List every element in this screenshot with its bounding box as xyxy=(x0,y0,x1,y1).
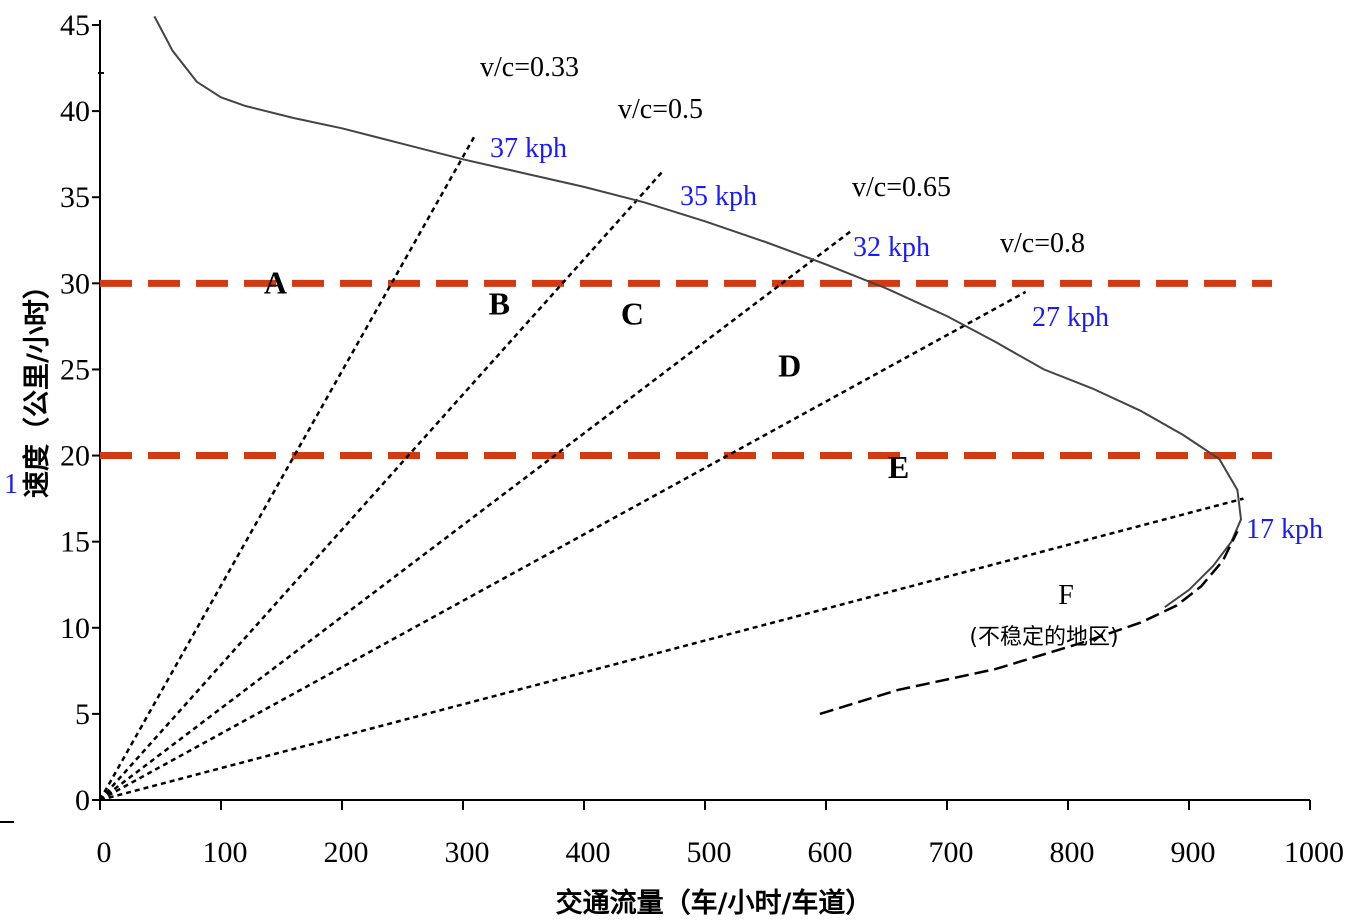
speed-value-label: 27 kph xyxy=(1032,302,1109,333)
x-tick-label: 600 xyxy=(808,836,853,869)
y-tick-label: 15 xyxy=(60,526,90,559)
vc-ratio-label: v/c=0.33 xyxy=(480,52,579,83)
vc-ratio-label: v/c=0.5 xyxy=(618,94,703,125)
axes-layer: 0 100 200 300 400 500 600 700 800 900 1000 0 5 10 15 20… xyxy=(0,9,1344,869)
x-tick-label: 1000 xyxy=(1284,836,1344,869)
vc-ratio-label: v/c=0.65 xyxy=(852,172,951,203)
y-tick-label: 30 xyxy=(60,267,90,300)
y-tick-label: 40 xyxy=(60,95,90,128)
x-tick-label: 900 xyxy=(1171,836,1216,869)
x-tick-label: 200 xyxy=(324,836,369,869)
chart-labels: 交通流量（车/小时/车道） 速度（公里/小时） 1 v/c=0.33 37 kph… xyxy=(4,52,1323,919)
unstable-region-note: (不稳定的地区) xyxy=(969,625,1118,650)
x-tick-label: 400 xyxy=(566,836,611,869)
los-region-label: E xyxy=(888,449,909,485)
y-axis-title: 速度（公里/小时） xyxy=(21,272,53,498)
stray-digit-label: 1 xyxy=(4,469,18,500)
y-tick-label: 25 xyxy=(60,353,90,386)
los-region-label: D xyxy=(778,347,801,383)
los-region-label: B xyxy=(489,285,510,321)
vc-ratio-line xyxy=(98,134,477,801)
vc-ratio-lines xyxy=(98,134,1244,802)
vc-ratio-label: v/c=0.8 xyxy=(1000,228,1085,259)
los-f-label: F xyxy=(1058,580,1074,611)
speed-flow-curve xyxy=(153,15,1243,608)
vc-ratio-line xyxy=(99,170,664,801)
threshold-lines xyxy=(100,279,1272,460)
speed-flow-curves xyxy=(153,15,1243,716)
x-axis-title: 交通流量（车/小时/车道） xyxy=(556,887,873,919)
y-tick-label: 45 xyxy=(60,9,90,42)
los-region-label: C xyxy=(621,296,644,332)
speed-value-label: 37 kph xyxy=(490,133,567,164)
y-tick-label: 20 xyxy=(60,440,90,473)
x-tick-label: 700 xyxy=(929,836,974,869)
unstable-flow-branch xyxy=(819,530,1239,716)
speed-value-label: 17 kph xyxy=(1246,514,1323,545)
speed-value-label: 35 kph xyxy=(680,181,757,212)
vc-ratio-line xyxy=(99,230,851,801)
x-tick-label: 300 xyxy=(445,836,490,869)
y-tick-label: 35 xyxy=(60,181,90,214)
y-tick-label: 10 xyxy=(60,612,90,645)
vc-ratio-line xyxy=(99,497,1244,802)
y-tick-label: 0 xyxy=(75,784,90,817)
x-tick-label: 100 xyxy=(203,836,248,869)
x-tick-label: 500 xyxy=(687,836,732,869)
speed-value-label: 32 kph xyxy=(853,232,930,263)
x-tick-label: 0 xyxy=(97,836,112,869)
los-region-label: A xyxy=(264,265,287,301)
y-tick-label: 5 xyxy=(75,698,90,731)
vc-ratio-line xyxy=(99,290,1027,802)
x-tick-label: 800 xyxy=(1050,836,1095,869)
